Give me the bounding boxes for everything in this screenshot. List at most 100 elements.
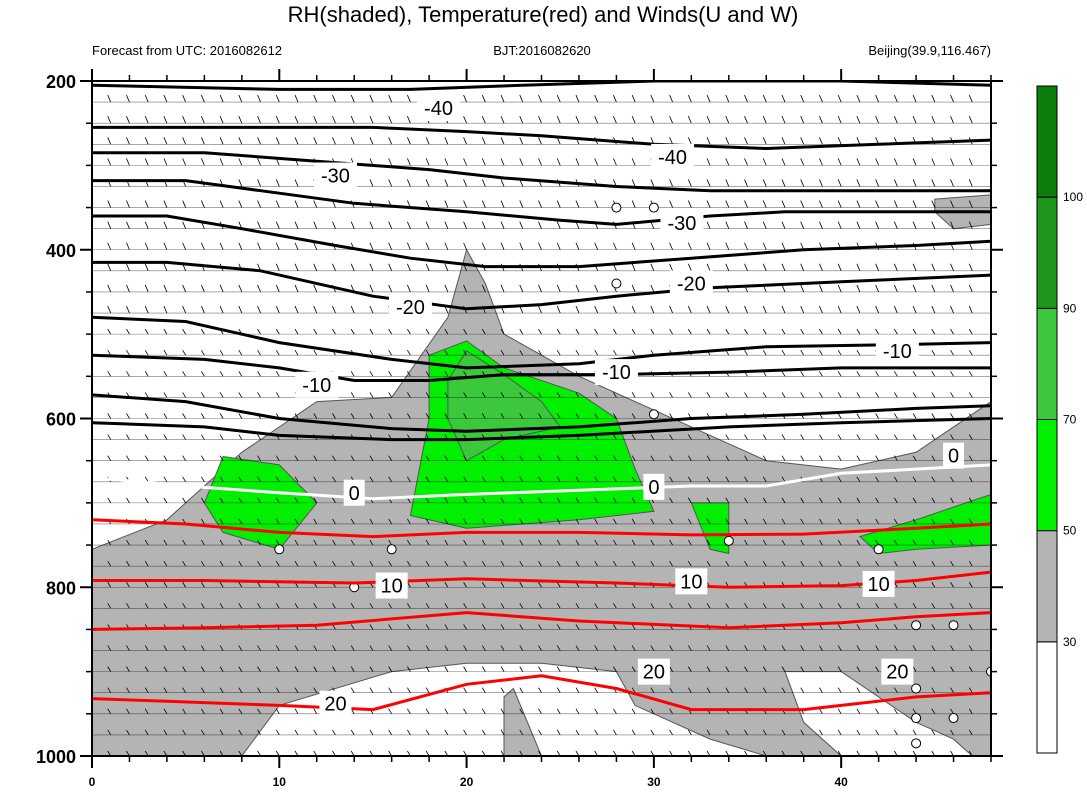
wind-barb (238, 179, 243, 187)
wind-barb (201, 497, 205, 504)
wind-barb (575, 116, 580, 124)
wind-barb (631, 350, 636, 356)
wind-barb (425, 645, 430, 651)
wind-barb (968, 603, 973, 609)
wind-barb (163, 94, 168, 103)
wind-barb (407, 666, 411, 672)
wind-barb (275, 392, 280, 398)
wind-barb (669, 413, 673, 419)
wind-barb (856, 305, 861, 314)
wind-barb (725, 560, 730, 567)
calm-wind-circle (911, 713, 922, 724)
wind-barb (144, 371, 149, 377)
wind-barb (163, 497, 168, 504)
wind-barb (519, 242, 524, 250)
contour-label-box (675, 568, 708, 595)
wind-barb (519, 708, 524, 715)
wind-barb (931, 116, 936, 124)
calm-wind-circle (611, 202, 622, 213)
wind-barb (650, 328, 655, 335)
wind-barb (556, 305, 561, 314)
wind-barb (856, 284, 861, 293)
wind-barb (425, 328, 430, 335)
calm-wind-circle (911, 683, 922, 694)
contour-label-box (295, 371, 339, 398)
wind-barb (463, 392, 467, 398)
wind-barb (144, 434, 149, 440)
wind-barb (369, 284, 374, 293)
wind-barb (500, 560, 505, 567)
wind-barb (950, 179, 954, 187)
wind-barb (968, 221, 973, 229)
wind-barb (594, 305, 599, 314)
wind-barb (781, 645, 786, 651)
wind-barb (332, 645, 336, 651)
wind-barb (444, 476, 449, 482)
wind-barb (275, 539, 280, 546)
wind-barb (238, 137, 243, 145)
wind-barb (613, 476, 617, 482)
wind-barb (332, 603, 336, 609)
temperature-contour (92, 125, 991, 151)
wind-barb (912, 328, 917, 335)
wind-barb (407, 455, 411, 461)
wind-barb (762, 221, 767, 229)
wind-barb (725, 305, 730, 314)
wind-barb (706, 200, 711, 208)
wind-barb (968, 455, 973, 461)
wind-barb (219, 350, 224, 356)
wind-barb (182, 603, 186, 609)
wind-barb (388, 137, 393, 145)
wind-barb (219, 560, 224, 567)
wind-barb (706, 518, 711, 525)
wind-barb (893, 263, 898, 272)
wind-barb (126, 666, 130, 672)
contour-label-box (637, 658, 670, 685)
wind-barb (950, 413, 954, 419)
wind-barb (819, 455, 823, 461)
wind-barb (182, 413, 186, 419)
wind-barb (894, 328, 898, 335)
contour-label: 10 (868, 574, 890, 596)
wind-barb (744, 242, 748, 250)
wind-barb (238, 434, 243, 440)
wind-barb (481, 603, 486, 609)
wind-barb (238, 497, 243, 504)
wind-barb (538, 116, 542, 124)
wind-barb (912, 221, 917, 229)
wind-barb (762, 476, 767, 482)
wind-barb (706, 137, 711, 145)
wind-barb (875, 434, 879, 440)
wind-barb (500, 242, 505, 250)
wind-barb (837, 518, 842, 525)
wind-barb (500, 687, 505, 693)
wind-barb (238, 371, 243, 377)
wind-barb (463, 179, 467, 187)
wind-barb (893, 116, 898, 124)
temperature-contour-layer (92, 81, 991, 712)
wind-barb (201, 560, 205, 567)
wind-barb (968, 263, 973, 272)
wind-barb (107, 497, 112, 504)
wind-barb (950, 497, 954, 504)
wind-barb (126, 645, 130, 651)
wind-barb (762, 539, 767, 546)
wind-barb (725, 158, 730, 166)
wind-barb (182, 708, 186, 715)
wind-barb (144, 328, 149, 335)
wind-barb (350, 371, 355, 377)
wind-barb (463, 539, 467, 546)
wind-barb (687, 603, 692, 609)
wind-barb (744, 476, 748, 482)
wind-barb (500, 328, 505, 335)
wind-barb (519, 497, 524, 504)
wind-barb (819, 116, 823, 124)
wind-barb (350, 221, 355, 229)
wind-barb (744, 179, 748, 187)
wind-barb (500, 582, 505, 588)
wind-barb (238, 413, 243, 419)
wind-barb (856, 179, 861, 187)
wind-barb (613, 560, 617, 567)
wind-barb (369, 305, 374, 314)
wind-barb (144, 687, 149, 693)
